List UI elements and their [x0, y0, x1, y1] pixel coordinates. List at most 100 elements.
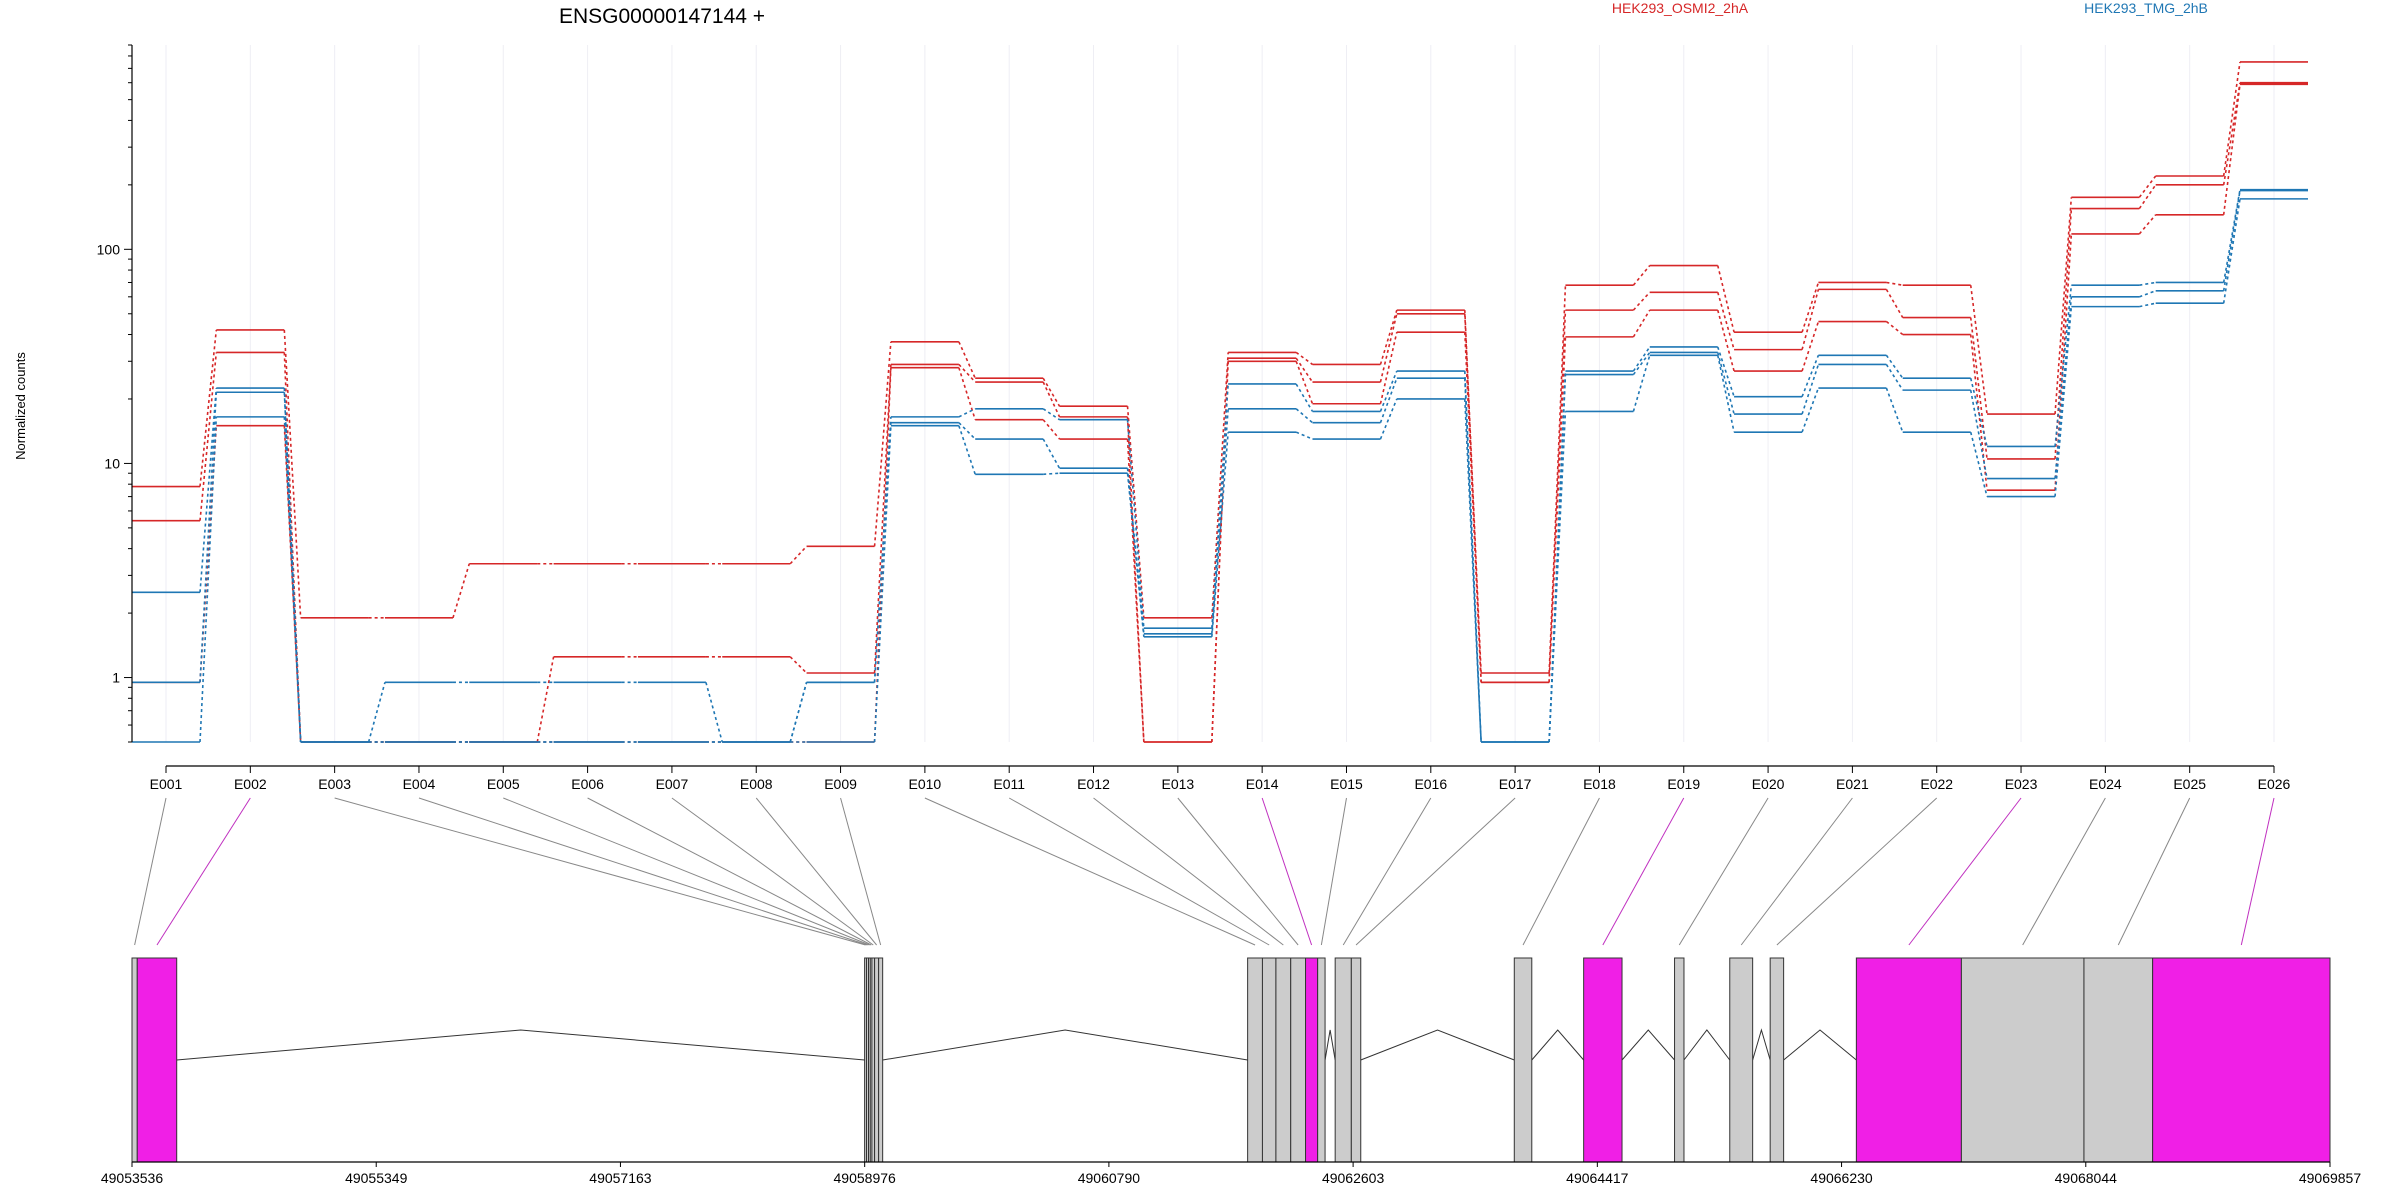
- genomic-tick-label: 49060790: [1078, 1170, 1141, 1186]
- series-HEK293_TMG_2hB-3: [132, 188, 2308, 743]
- series-connector: [789, 682, 808, 743]
- x-tick-label: E006: [571, 776, 604, 792]
- intron-line: [1360, 1029, 1515, 1061]
- exon-connector-E026: [2240, 797, 2275, 946]
- intron-line: [1621, 1029, 1675, 1061]
- exon-connector-E004: [418, 797, 868, 946]
- x-tick-label: E021: [1836, 776, 1869, 792]
- series-connector: [1295, 351, 1313, 366]
- series-connector: [2222, 84, 2241, 215]
- series-connector: [2054, 306, 2073, 497]
- series-connector: [199, 329, 218, 487]
- series-connector: [452, 563, 471, 619]
- exon-connector-E011: [1008, 797, 1270, 946]
- series-connector: [1716, 309, 1735, 372]
- genomic-tick-label: 49062603: [1322, 1170, 1385, 1186]
- series-connector: [1295, 357, 1314, 383]
- series-connector: [2139, 281, 2156, 286]
- series-connector: [1126, 419, 1145, 629]
- series-connector: [1211, 408, 1229, 634]
- exon-block-E017: [1350, 957, 1362, 1163]
- series-connector: [283, 425, 302, 743]
- series-connector: [1632, 309, 1651, 338]
- series-connector: [2222, 61, 2241, 177]
- intron-line: [882, 1029, 1248, 1061]
- x-tick-label: E012: [1077, 776, 1110, 792]
- series-connector: [1801, 354, 1820, 397]
- series-connector: [1716, 355, 1735, 433]
- series-connector: [873, 422, 892, 683]
- series-connector: [1548, 411, 1567, 743]
- exon-block-E021: [1729, 957, 1754, 1163]
- exon-block-E002: [136, 957, 178, 1163]
- exon-connector-E020: [1678, 797, 1769, 946]
- genomic-tick-label: 49066230: [1810, 1170, 1873, 1186]
- series-connector: [1379, 309, 1398, 365]
- exon-connector-E009: [840, 797, 882, 946]
- series-connector: [1211, 352, 1229, 618]
- exon-connector-E017: [1355, 797, 1516, 946]
- series-connector: [1295, 431, 1313, 440]
- x-tick-label: E002: [234, 776, 267, 792]
- series-connector: [1042, 438, 1061, 469]
- series-connector: [1295, 360, 1314, 405]
- series-connector: [789, 545, 808, 565]
- x-tick-label: E004: [403, 776, 436, 792]
- exon-block-E018: [1513, 957, 1533, 1163]
- series-connector: [1379, 370, 1398, 412]
- y-tick-label: 100: [97, 241, 121, 257]
- exon-block-E001: [131, 957, 138, 1163]
- exon-block-E022: [1769, 957, 1785, 1163]
- series-connector: [1042, 381, 1061, 418]
- legend-label-tmg: HEK293_TMG_2hB: [2084, 0, 2208, 16]
- exon-connector-E002: [156, 797, 251, 946]
- exon-connector-E010: [924, 797, 1256, 946]
- exon-connector-E019: [1602, 797, 1685, 946]
- x-tick-label: E026: [2258, 776, 2291, 792]
- exon-block-E015: [1317, 957, 1326, 1163]
- series-HEK293_OSMI2_2hA-1: [132, 81, 2308, 743]
- exon-block-E011: [1261, 957, 1277, 1163]
- series-connector: [958, 422, 976, 440]
- x-tick-label: E011: [993, 776, 1025, 792]
- exon-connector-E018: [1522, 797, 1600, 946]
- series-connector: [2054, 197, 2073, 415]
- series-connector: [1885, 354, 1904, 379]
- series-HEK293_TMG_2hB-5: [132, 198, 2308, 743]
- series-connector: [199, 392, 218, 683]
- x-tick-label: E016: [1414, 776, 1447, 792]
- series-connector: [1211, 383, 1229, 629]
- series-connector: [1886, 281, 1903, 286]
- gene-title: ENSG00000147144 +: [559, 5, 765, 28]
- series-connector: [789, 656, 808, 674]
- series-connector: [1969, 431, 1988, 497]
- x-tick-label: E010: [909, 776, 942, 792]
- exon-block-E023: [1855, 957, 1962, 1163]
- exon-connector-E016: [1342, 797, 1432, 946]
- exon-block-E016: [1334, 957, 1352, 1163]
- series-connector: [1969, 285, 1988, 415]
- exon-connector-E014: [1261, 797, 1313, 946]
- genomic-axis: 49053536 49055349 49057163 49058976 49060790…: [101, 1161, 2361, 1186]
- series-connector: [2054, 296, 2073, 479]
- series-connector: [1801, 321, 1820, 372]
- exon-connector-E023: [1908, 797, 2022, 946]
- intron-line: [1783, 1029, 1857, 1061]
- series-connector: [1716, 352, 1735, 415]
- series-connector: [1126, 438, 1145, 743]
- series-connector: [1885, 363, 1904, 391]
- series-connector: [2222, 190, 2241, 291]
- exon-connector-E003: [334, 797, 866, 946]
- series-connector: [2222, 82, 2241, 185]
- x-tick-label: E008: [740, 776, 773, 792]
- exon-connector-E015: [1320, 797, 1347, 946]
- series-HEK293_TMG_2hB-4: [132, 189, 2308, 743]
- series-connector: [705, 682, 724, 743]
- x-tick-label: E019: [1667, 776, 1700, 792]
- gene-model: [131, 957, 2331, 1163]
- x-tick-label: E022: [1920, 776, 1953, 792]
- series-connector: [1969, 334, 1988, 491]
- legend-label-osmi: HEK293_OSMI2_2hA: [1612, 0, 1749, 16]
- genomic-tick-label: 49064417: [1566, 1170, 1629, 1186]
- series-connector: [1632, 355, 1651, 412]
